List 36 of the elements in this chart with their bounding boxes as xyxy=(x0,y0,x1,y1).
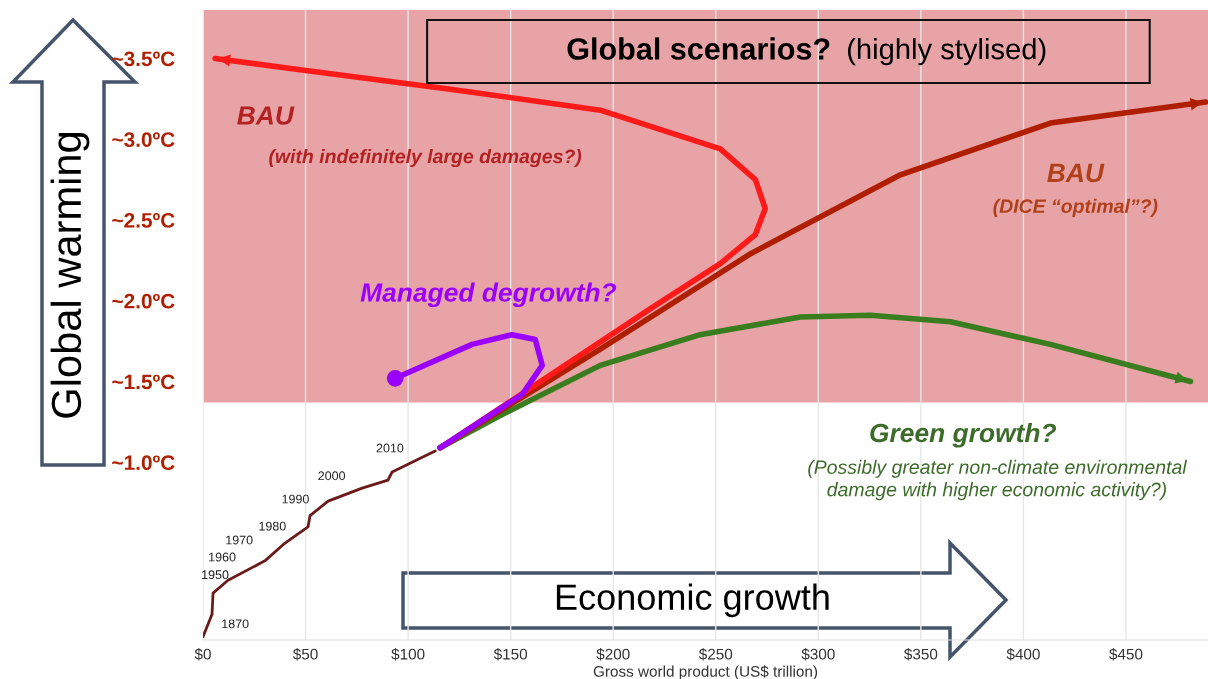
annotation: BAU xyxy=(1047,163,1105,183)
x-tick-label: $0 xyxy=(194,648,211,661)
annotation: 1960 xyxy=(209,552,236,562)
y-axis-title: Global warming xyxy=(50,132,90,418)
annotation: 1970 xyxy=(226,535,253,545)
annotation: 1950 xyxy=(202,570,229,580)
x-tick-label: $300 xyxy=(801,648,835,661)
y-tick-label: ~3.0ºC xyxy=(112,132,175,148)
y-tick-label: ~3.5ºC xyxy=(112,51,175,67)
text: (highly stylised) xyxy=(848,37,1046,66)
annotation: (with indefinitely large damages?) xyxy=(269,148,582,168)
x-tick-label: $350 xyxy=(904,648,938,661)
annotation: 1870 xyxy=(222,619,249,629)
annotation: (Possibly greater non-climate environmental damage with higher economic activity?) xyxy=(808,459,1188,501)
y-tick-label: ~1.0ºC xyxy=(112,455,175,471)
annotation: 1990 xyxy=(282,494,309,504)
annotation: Economic growth xyxy=(556,583,829,618)
y-tick-label: ~2.5ºC xyxy=(112,213,175,228)
x-tick-label: $400 xyxy=(1006,648,1040,661)
x-tick-label: $100 xyxy=(391,648,425,661)
x-tick-label: $50 xyxy=(292,648,318,661)
annotation: BAU xyxy=(237,106,295,125)
text: Global scenarios? xyxy=(567,37,830,60)
y-tick-label: ~1.5ºC xyxy=(112,374,175,390)
x-tick-label: $150 xyxy=(493,648,528,661)
annotation: Green growth? xyxy=(870,422,1057,448)
x-axis-title: Gross world product (US$ trillion) xyxy=(593,665,818,679)
x-tick-label: $200 xyxy=(596,648,630,661)
y-tick-label: ~2.0ºC xyxy=(112,293,175,309)
annotation: (DICE “optimal”?) xyxy=(993,198,1158,217)
annotation: 2010 xyxy=(376,443,404,453)
annotation: Managed degrowth? xyxy=(360,282,617,308)
annotation: 2000 xyxy=(318,471,346,481)
annotation: 1980 xyxy=(259,521,286,531)
x-tick-label: $450 xyxy=(1109,648,1143,661)
x-tick-label: $250 xyxy=(698,648,733,661)
